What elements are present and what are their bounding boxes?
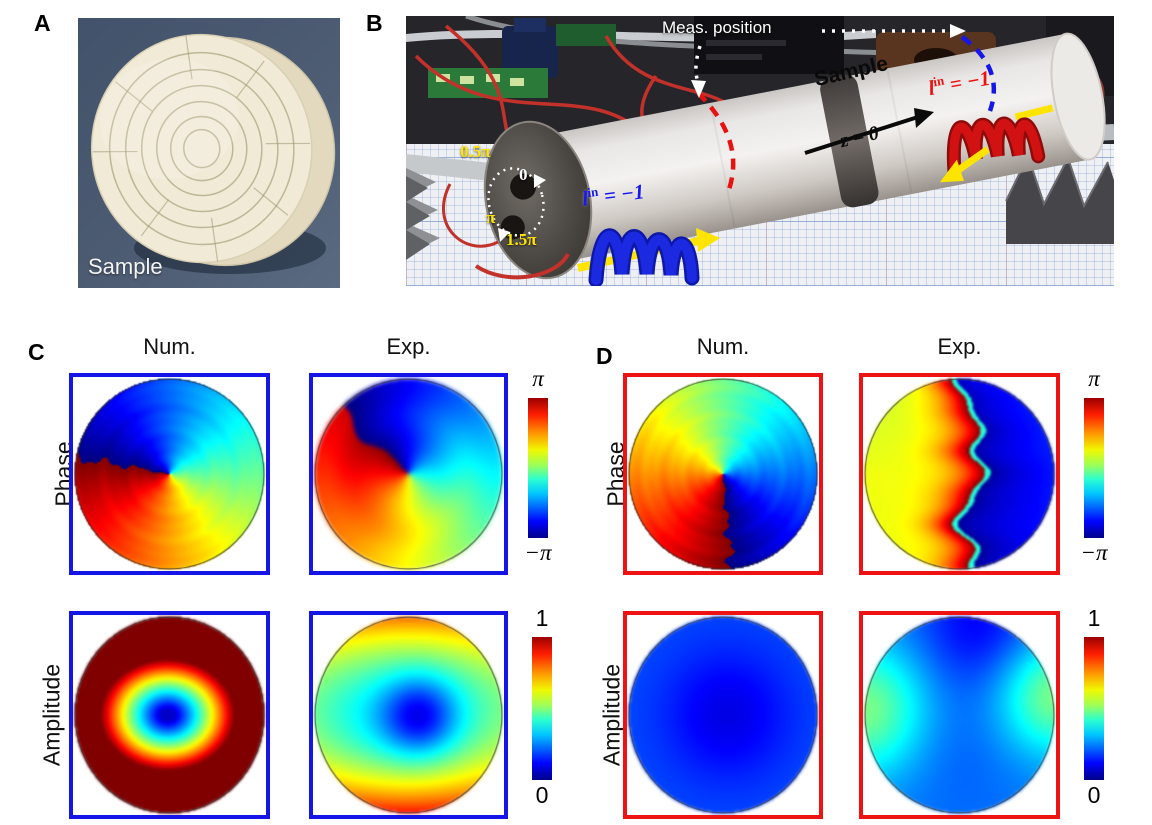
tube-open-end (1050, 32, 1106, 161)
arrow-red-wave-left (953, 146, 990, 175)
sample-disc-illustration (90, 33, 336, 274)
red-cable (474, 252, 570, 280)
phase-ring-1-5pi: 1.5π (506, 230, 537, 249)
map-d-num-phase (623, 373, 823, 575)
panel-letter-c: C (28, 339, 45, 365)
cap-hole-top (510, 173, 537, 200)
panel-letter-b: B (366, 10, 383, 36)
z-axis-arrow (804, 108, 934, 155)
colorbar-phase-d (1084, 398, 1104, 538)
map-d-exp-phase (859, 373, 1060, 575)
map-c-num-phase (69, 373, 270, 575)
meas-arc-red (696, 91, 736, 196)
colorbar-phase-d-bottom: −π (1080, 540, 1108, 565)
panel-a-photo: Sample (78, 18, 340, 288)
colorbar-amplitude-d-bottom: 0 (1087, 782, 1101, 808)
phase-ring-pi: π (486, 208, 496, 227)
map-c-exp-phase (309, 373, 508, 575)
colorbar-phase-d-top: π (1088, 366, 1100, 391)
colorbar-phase-c-bottom: −π (524, 540, 552, 565)
helix-blue (591, 230, 697, 285)
sample-caption: Sample (88, 254, 163, 279)
colorbar-phase-c-top: π (532, 366, 544, 391)
waveguide-tube (534, 32, 1106, 262)
sample-disc (90, 33, 336, 267)
phase-ring-0-5pi: 0.5π (460, 142, 491, 161)
arrow-red-wave-right (1014, 104, 1054, 121)
header-d-exp: Exp. (937, 334, 982, 359)
header-c-exp: Exp. (386, 334, 431, 359)
meas-position-label: Meas. position (662, 18, 772, 37)
colorbar-amplitude-c (532, 637, 552, 780)
panel-letter-d: D (596, 343, 613, 369)
colorbar-amplitude-d (1084, 637, 1104, 780)
map-c-num-amplitude (69, 611, 270, 819)
panel-b-photo: Meas. position Sample z = 0 lin = −1 lin… (406, 16, 1114, 286)
meas-arc-blue (960, 35, 997, 112)
incident-wave-blue (577, 228, 720, 286)
row-label-amplitude-c: Amplitude (38, 663, 65, 767)
meas-position-arrows (691, 24, 966, 98)
row-label-amplitude-d: Amplitude (598, 663, 625, 767)
panel-letter-a: A (34, 10, 51, 36)
output-wave-red (939, 104, 1054, 183)
helix-red (949, 119, 1043, 175)
sample-band (820, 74, 879, 208)
phase-ring-0: 0 (519, 165, 528, 184)
map-d-exp-amplitude (859, 611, 1060, 819)
colorbar-amplitude-c-bottom: 0 (535, 782, 549, 808)
setup-illustration (406, 16, 1114, 286)
red-cable-2 (442, 183, 499, 248)
colorbar-amplitude-c-top: 1 (535, 605, 549, 631)
colorbar-amplitude-d-top: 1 (1087, 605, 1101, 631)
header-c-num: Num. (143, 334, 196, 359)
phase-reference-circle (487, 167, 546, 242)
colorbar-phase-c (528, 398, 548, 538)
header-d-num: Num. (696, 334, 750, 359)
map-c-exp-amplitude (309, 611, 508, 819)
l-value: = −1 (597, 179, 646, 209)
map-d-num-amplitude (623, 611, 823, 819)
